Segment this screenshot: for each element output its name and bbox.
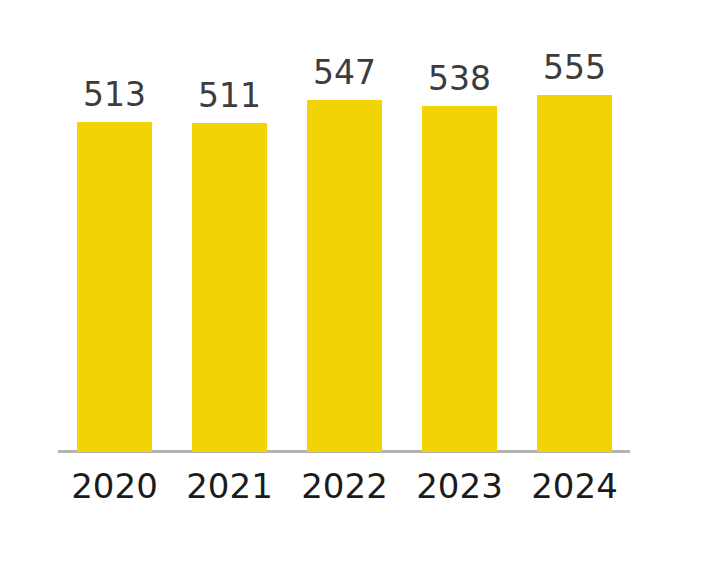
bar-value-label: 511 bbox=[172, 79, 287, 112]
bar-group-2020: 513 2020 bbox=[57, 0, 172, 580]
bar-value-label: 538 bbox=[402, 62, 517, 95]
x-axis-label: 2021 bbox=[172, 469, 287, 503]
bar-group-2021: 511 2021 bbox=[172, 0, 287, 580]
bar-group-2024: 555 2024 bbox=[517, 0, 632, 580]
bar-2020 bbox=[77, 122, 152, 452]
bar-2023 bbox=[422, 106, 497, 452]
bar-2021 bbox=[192, 123, 267, 452]
bar-value-label: 513 bbox=[57, 78, 172, 111]
x-axis-label: 2024 bbox=[517, 469, 632, 503]
x-axis-label: 2022 bbox=[287, 469, 402, 503]
x-axis-label: 2020 bbox=[57, 469, 172, 503]
bar-group-2023: 538 2023 bbox=[402, 0, 517, 580]
x-axis-label: 2023 bbox=[402, 469, 517, 503]
bar-value-label: 555 bbox=[517, 51, 632, 84]
bar-group-2022: 547 2022 bbox=[287, 0, 402, 580]
bar-2024 bbox=[537, 95, 612, 452]
bar-chart: 513 2020 511 2021 547 2022 538 2023 555 2024 bbox=[0, 0, 710, 580]
bar-2022 bbox=[307, 100, 382, 452]
bar-value-label: 547 bbox=[287, 56, 402, 89]
